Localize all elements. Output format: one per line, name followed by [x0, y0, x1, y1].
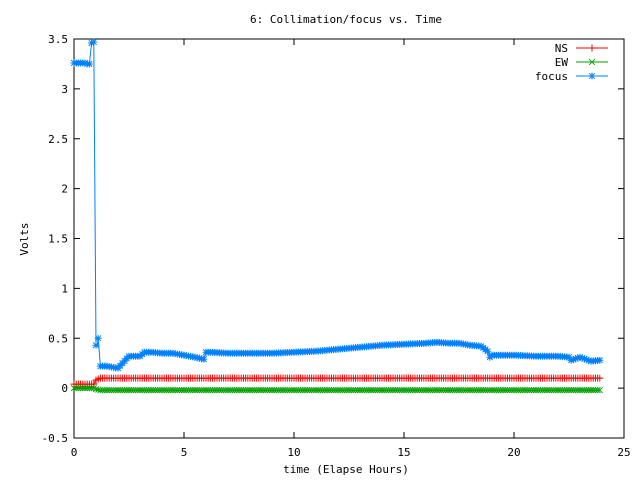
- y-tick-label: -0.5: [42, 432, 69, 445]
- x-tick-label: 5: [181, 446, 188, 459]
- y-axis-label: Volts: [18, 222, 31, 255]
- data-point-focus: [200, 355, 208, 363]
- legend-marker-NS: [588, 44, 596, 52]
- legend-marker-focus: [588, 72, 596, 80]
- y-tick-label: 1: [61, 282, 68, 295]
- data-point-focus: [572, 355, 580, 363]
- data-point-focus: [585, 356, 593, 364]
- data-point-focus: [574, 354, 582, 362]
- y-tick-label: 1.5: [48, 233, 68, 246]
- series-focus: [70, 38, 604, 372]
- legend-marker-EW: [588, 58, 596, 66]
- chart-title: 6: Collimation/focus vs. Time: [250, 13, 442, 26]
- x-tick-label: 20: [507, 446, 520, 459]
- data-point-focus: [85, 60, 93, 68]
- legend-label-NS: NS: [555, 42, 568, 55]
- data-point-EW: [594, 386, 601, 394]
- y-tick-label: 2: [61, 183, 68, 196]
- x-tick-label: 0: [71, 446, 78, 459]
- legend-label-focus: focus: [535, 70, 568, 83]
- y-tick-label: 2.5: [48, 133, 68, 146]
- data-point-focus: [583, 356, 591, 364]
- y-tick-label: 3: [61, 83, 68, 96]
- data-point-focus: [94, 334, 102, 342]
- data-point-focus: [565, 353, 573, 361]
- series-NS: [70, 374, 604, 388]
- y-tick-label: 0: [61, 382, 68, 395]
- x-axis-label: time (Elapse Hours): [283, 463, 409, 476]
- x-tick-label: 25: [617, 446, 630, 459]
- x-tick-label: 15: [397, 446, 410, 459]
- legend-label-EW: EW: [555, 56, 569, 69]
- data-point-focus: [576, 353, 584, 361]
- data-point-focus: [90, 38, 98, 46]
- plot-area: -0.500.511.522.533.50 5 10 15 20 25: [42, 33, 631, 459]
- series-EW: [70, 384, 603, 394]
- data-point-EW: [596, 386, 603, 394]
- data-point-focus: [88, 39, 96, 47]
- data-point-focus: [567, 356, 575, 364]
- series-line-focus: [74, 41, 600, 369]
- data-point-focus: [484, 347, 492, 355]
- y-tick-label: 0.5: [48, 332, 68, 345]
- x-tick-label: 10: [287, 446, 300, 459]
- data-point-focus: [569, 355, 577, 363]
- data-point-focus: [81, 59, 89, 67]
- data-point-focus: [578, 354, 586, 362]
- y-tick-label: 3.5: [48, 33, 68, 46]
- data-point-focus: [580, 355, 588, 363]
- data-point-NS: [596, 374, 604, 382]
- data-point-focus: [596, 356, 604, 364]
- data-point-focus: [92, 341, 100, 349]
